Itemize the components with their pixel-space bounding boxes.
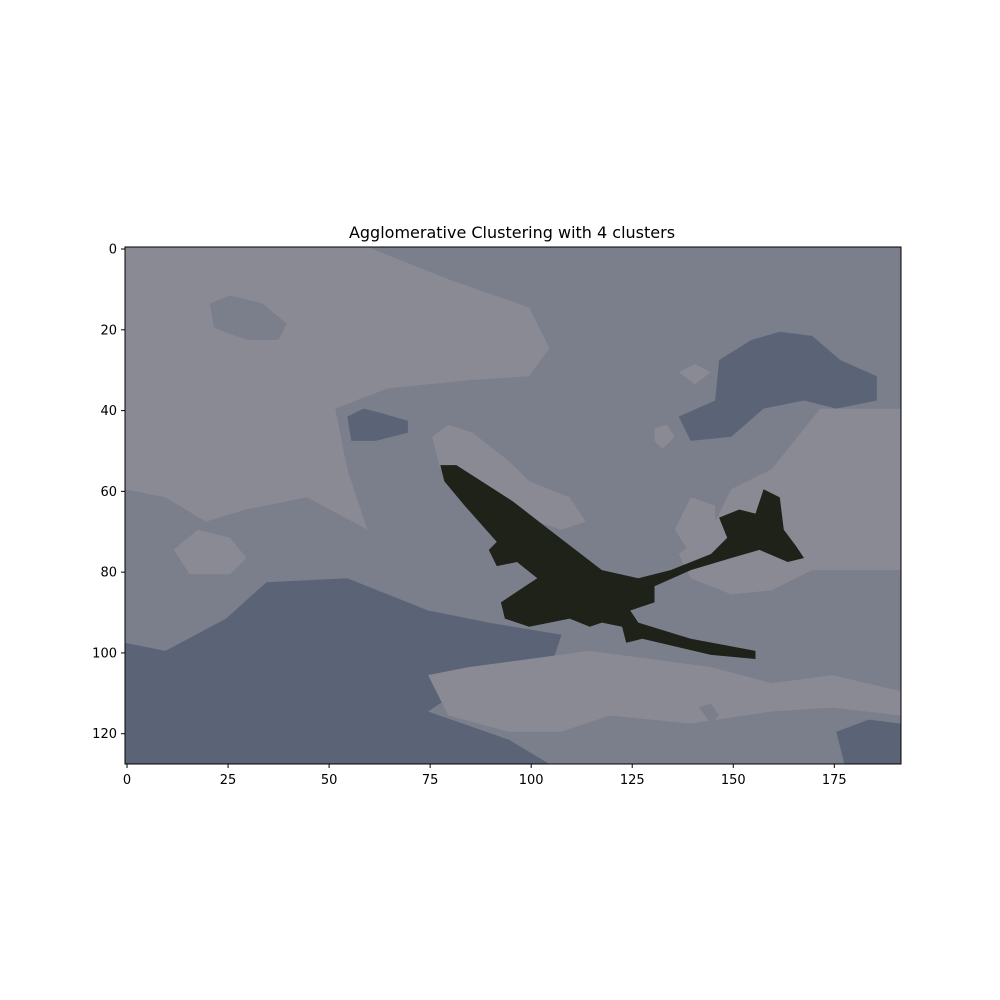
- x-axis: 0 25 50 75 100 125 150 175: [123, 764, 847, 788]
- cluster-1-region-2: [125, 489, 530, 651]
- x-tick-label: 125: [620, 773, 645, 788]
- cluster-0-region-9: [654, 424, 675, 449]
- x-tick-label: 150: [721, 773, 746, 788]
- chart-title: Agglomerative Clustering with 4 clusters: [349, 223, 675, 242]
- cluster-2-region-11: [678, 331, 877, 441]
- x-tick-label: 75: [422, 773, 439, 788]
- y-tick-label: 20: [100, 323, 117, 338]
- plot-frame: [124, 246, 902, 765]
- y-tick-label: 120: [92, 727, 117, 742]
- cluster-3-region-16: [440, 465, 804, 659]
- y-tick-label: 0: [109, 243, 117, 258]
- cluster-1-region-12: [209, 295, 287, 340]
- y-axis: 0 20 40 60 80 100 120: [92, 243, 125, 742]
- y-tick-label: 60: [100, 485, 117, 500]
- cluster-0-region-6: [173, 529, 247, 575]
- cluster-0-region-8: [678, 364, 711, 385]
- cluster-2-region-13: [347, 408, 408, 441]
- x-tick-label: 100: [519, 773, 544, 788]
- x-tick-label: 50: [321, 773, 338, 788]
- cluster-2-region-14: [836, 719, 901, 764]
- y-tick-label: 80: [100, 566, 117, 581]
- x-tick-label: 0: [123, 773, 131, 788]
- cluster-0-region-7: [432, 424, 586, 530]
- cluster-1-region-15: [698, 703, 720, 724]
- x-tick-label: 175: [822, 773, 847, 788]
- y-tick-label: 40: [100, 404, 117, 419]
- clustered-image: [125, 247, 901, 764]
- cluster-0-region-5: [428, 650, 901, 732]
- cluster-0-region-10: [674, 497, 716, 554]
- x-tick-label: 25: [220, 773, 237, 788]
- cluster-2-region-3: [125, 578, 562, 764]
- y-tick-label: 100: [92, 646, 117, 661]
